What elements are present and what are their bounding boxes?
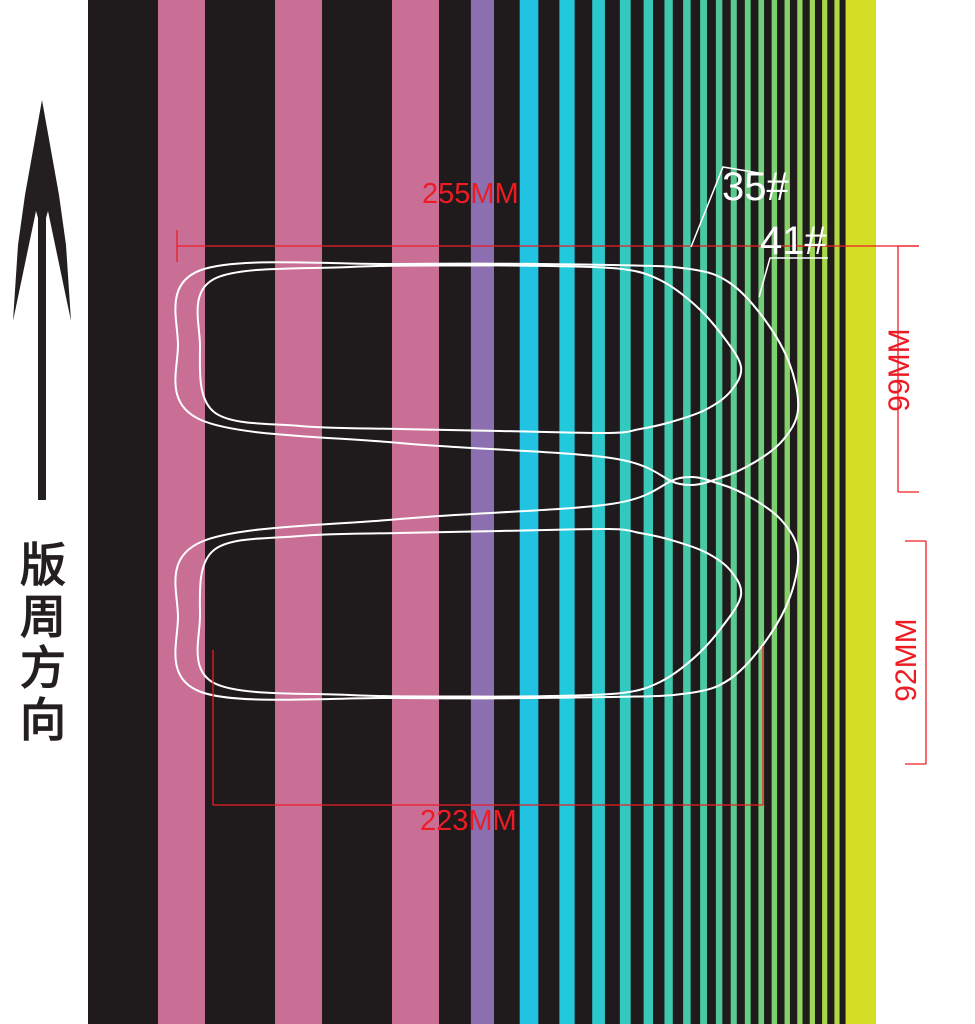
svg-text:99MM: 99MM <box>883 328 916 411</box>
svg-text:35#: 35# <box>722 165 789 209</box>
svg-text:255MM: 255MM <box>422 178 519 210</box>
svg-text:223MM: 223MM <box>420 805 517 837</box>
svg-text:41#: 41# <box>760 219 827 263</box>
svg-text:92MM: 92MM <box>890 618 923 701</box>
